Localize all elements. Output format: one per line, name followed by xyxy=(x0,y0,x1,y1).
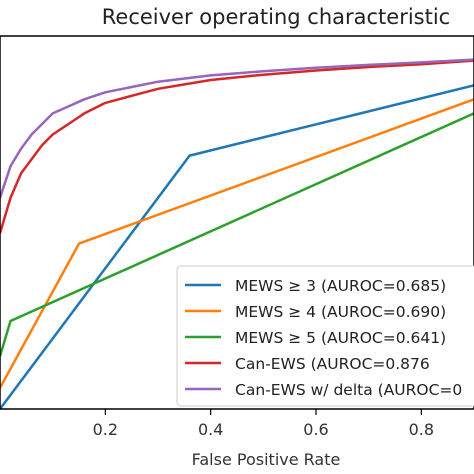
x-tick-label-4: 0.8 xyxy=(409,420,434,439)
x-axis-ticks: 0.2 0.4 0.6 0.8 xyxy=(93,409,434,439)
series-line-4 xyxy=(0,59,474,234)
x-tick-label-3: 0.6 xyxy=(303,420,328,439)
series-line-1 xyxy=(0,84,474,410)
legend-label-4: Can-EWS (AUROC=0.876 xyxy=(235,355,430,373)
legend-box xyxy=(176,265,474,407)
plot-lines xyxy=(0,58,474,410)
x-axis-title: False Positive Rate xyxy=(192,450,341,469)
plot-frame xyxy=(0,35,474,410)
legend-label-1: MEWS ≥ 3 (AUROC=0.685) xyxy=(235,277,446,295)
x-tick-label-2: 0.4 xyxy=(198,420,223,439)
series-line-3 xyxy=(0,112,474,357)
x-tick-label-1: 0.2 xyxy=(93,420,118,439)
legend-label-5: Can-EWS w/ delta (AUROC=0 xyxy=(235,381,462,399)
series-line-2 xyxy=(0,98,474,389)
series-line-5 xyxy=(0,58,474,199)
legend-label-2: MEWS ≥ 4 (AUROC=0.690) xyxy=(235,303,446,321)
legend: MEWS ≥ 3 (AUROC=0.685) MEWS ≥ 4 (AUROC=0.… xyxy=(176,265,474,407)
legend-label-3: MEWS ≥ 5 (AUROC=0.641) xyxy=(235,329,446,347)
chart-title: Receiver operating characteristic xyxy=(102,5,450,29)
